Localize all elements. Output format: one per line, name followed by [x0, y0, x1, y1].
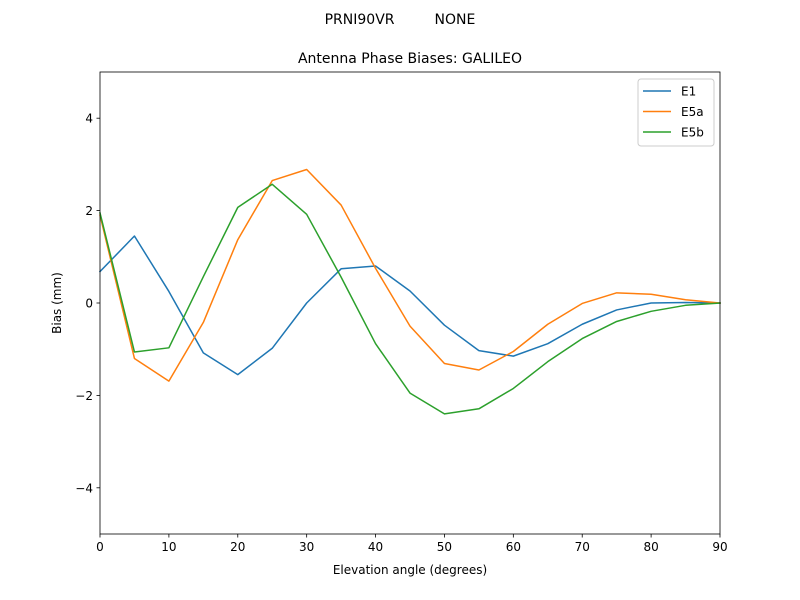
- legend-label-e5a: E5a: [681, 105, 704, 119]
- plot-area: [100, 72, 720, 534]
- x-tick-label: 50: [437, 540, 452, 554]
- y-tick-label: 4: [85, 112, 93, 126]
- x-tick-label: 0: [96, 540, 104, 554]
- legend-label-e1: E1: [681, 85, 696, 99]
- chart-title: Antenna Phase Biases: GALILEO: [298, 51, 522, 67]
- x-tick-label: 90: [712, 540, 727, 554]
- series-line-e5b: [99, 183, 721, 415]
- series-line-e5a: [99, 168, 721, 382]
- x-tick-label: 80: [643, 540, 658, 554]
- plot-frame: [99, 71, 721, 535]
- y-tick-label: 0: [85, 297, 93, 311]
- y-axis-ticks: −4 −2 0 2 4: [75, 112, 100, 495]
- series-layer: [98, 168, 721, 415]
- x-tick-label: 60: [506, 540, 521, 554]
- y-tick-label: 2: [85, 204, 93, 218]
- legend-label-e5b: E5b: [681, 126, 704, 140]
- y-tick-label: −2: [75, 389, 93, 403]
- figure-suptitle: PRNI90VR NONE: [325, 12, 476, 28]
- legend: E1 E5a E5b: [637, 78, 715, 147]
- x-tick-label: 70: [575, 540, 590, 554]
- y-tick-label: −4: [75, 481, 93, 495]
- y-axis-label: Bias (mm): [50, 272, 64, 334]
- legend-box: [637, 78, 715, 147]
- series-line-e1: [98, 235, 721, 376]
- legend-entries: E1 E5a E5b: [643, 85, 704, 140]
- x-axis-ticks: 0 10 20 30 40 50 60 70 80 90: [96, 534, 728, 554]
- x-axis-label: Elevation angle (degrees): [333, 563, 487, 577]
- x-tick-label: 10: [161, 540, 176, 554]
- x-tick-label: 30: [299, 540, 314, 554]
- x-tick-label: 40: [368, 540, 383, 554]
- x-tick-label: 20: [230, 540, 245, 554]
